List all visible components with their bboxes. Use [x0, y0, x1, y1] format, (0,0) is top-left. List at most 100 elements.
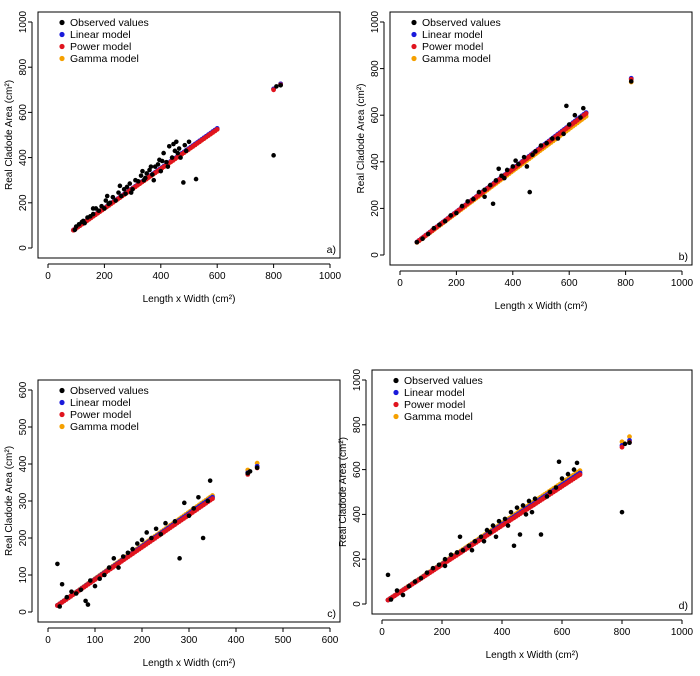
- plot-frame: [389, 11, 693, 266]
- legend-observed-label: Observed values: [70, 17, 149, 29]
- y-tick-label: 200: [18, 529, 29, 546]
- x-axis-title: Length x Width (cm²): [495, 301, 588, 312]
- legend-gamma-marker: [393, 413, 399, 420]
- observed-point: [127, 181, 133, 186]
- y-tick-label: 200: [370, 200, 381, 217]
- legend-power-label: Power model: [70, 41, 131, 53]
- power-model-series: [414, 76, 634, 245]
- observed-point: [553, 485, 559, 490]
- observed-point: [144, 530, 149, 535]
- y-tick-label: 600: [352, 461, 363, 478]
- observed-point: [490, 523, 496, 528]
- observed-point: [502, 175, 507, 181]
- observed-point: [388, 597, 394, 602]
- y-tick-label: 0: [352, 601, 363, 607]
- observed-point: [116, 190, 121, 195]
- observed-point: [104, 193, 110, 199]
- x-tick-label: 400: [504, 278, 521, 289]
- x-tick-label: 800: [265, 271, 282, 282]
- x-tick-label: 200: [448, 278, 465, 289]
- chart-panel-d: 0 200 400 600 800 1000 0 200 400 600 800 1000 Length…: [338, 368, 694, 661]
- legend-observed-label: Observed values: [70, 385, 149, 397]
- observed-point: [183, 148, 189, 154]
- observed-point: [431, 225, 437, 231]
- observed-point: [442, 563, 448, 569]
- gamma-model-point: [627, 434, 632, 440]
- x-tick-label: 0: [45, 271, 51, 282]
- legend-gamma-label: Gamma model: [422, 53, 491, 65]
- observed-point: [85, 602, 91, 607]
- observed-point: [493, 534, 499, 540]
- observed-point: [460, 547, 466, 553]
- x-tick-label: 200: [434, 627, 451, 638]
- observed-point: [124, 184, 130, 190]
- legend-gamma-label: Gamma model: [70, 421, 139, 433]
- observed-point: [454, 210, 459, 216]
- observed-point: [247, 469, 253, 474]
- panel-label: d): [679, 600, 688, 612]
- x-tick-label: 1000: [319, 271, 342, 282]
- x-tick-label: 400: [152, 271, 169, 282]
- observed-point: [142, 175, 148, 181]
- observed-point: [176, 146, 182, 151]
- observed-point: [544, 494, 550, 499]
- observed-point: [508, 509, 514, 515]
- observed-point: [117, 183, 123, 189]
- legend-gamma-label: Gamma model: [70, 53, 139, 65]
- x-tick-label: 1000: [671, 278, 694, 289]
- observed-point: [174, 139, 179, 145]
- observed-point: [502, 516, 508, 522]
- x-tick-label: 0: [379, 627, 385, 638]
- legend-linear-marker: [393, 389, 399, 396]
- observed-point: [278, 82, 283, 88]
- chart-panel-c: 0 100 200 300 400 500 600 0 100 200 300 400 500 600 Le…: [4, 379, 341, 669]
- observed-point: [538, 143, 544, 148]
- observed-point: [406, 583, 412, 589]
- observed-point: [517, 532, 523, 537]
- observed-point: [57, 604, 63, 609]
- observed-point: [123, 191, 128, 197]
- y-tick-label: 1000: [18, 10, 29, 33]
- y-tick-label: 800: [352, 416, 363, 433]
- panel-label: b): [679, 251, 688, 263]
- observed-point: [158, 168, 164, 174]
- observed-point: [135, 179, 141, 184]
- y-tick-label: 400: [18, 149, 29, 166]
- observed-point: [430, 565, 436, 571]
- observed-point: [166, 144, 172, 149]
- y-tick-label: 200: [18, 194, 29, 211]
- x-tick-label: 600: [209, 271, 226, 282]
- y-tick-label: 1000: [352, 368, 363, 391]
- observed-point: [148, 164, 154, 169]
- observed-point: [454, 550, 460, 555]
- observed-point: [78, 587, 84, 593]
- observed-point: [96, 208, 102, 214]
- plot-frame: [37, 379, 341, 623]
- legend-linear-marker: [59, 399, 65, 406]
- observed-point: [153, 526, 159, 532]
- observed-point: [385, 572, 391, 578]
- y-tick-label: 400: [18, 455, 29, 472]
- y-tick-label: 800: [370, 60, 381, 77]
- observed-point: [496, 518, 502, 524]
- observed-point: [159, 158, 165, 164]
- y-tick-label: 0: [18, 609, 29, 615]
- y-tick-label: 800: [18, 58, 29, 75]
- observed-point: [207, 478, 213, 483]
- observed-point: [555, 136, 561, 141]
- observed-point: [526, 498, 532, 504]
- y-axis-title: Real Cladode Area (cm²): [4, 80, 15, 190]
- observed-series: [414, 79, 634, 245]
- observed-point: [571, 467, 577, 472]
- observed-point: [482, 194, 487, 200]
- observed-point: [572, 112, 578, 118]
- observed-point: [627, 440, 632, 446]
- panel-label: c): [327, 608, 336, 620]
- observed-point: [478, 534, 484, 540]
- chart-panel-b: 0 200 400 600 800 1000 0 200 400 600 800 1000 Length…: [356, 10, 694, 312]
- legend-power-label: Power model: [70, 409, 131, 421]
- observed-point: [88, 578, 93, 583]
- observed-point: [574, 460, 580, 466]
